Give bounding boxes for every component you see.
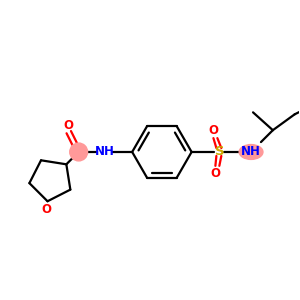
- Text: NH: NH: [94, 146, 114, 158]
- Text: O: O: [64, 119, 74, 132]
- Text: O: O: [41, 202, 51, 216]
- Text: S: S: [214, 146, 224, 158]
- Text: O: O: [210, 167, 220, 180]
- Text: NH: NH: [241, 146, 261, 158]
- Circle shape: [70, 143, 88, 161]
- Ellipse shape: [239, 145, 263, 159]
- Text: O: O: [208, 124, 218, 137]
